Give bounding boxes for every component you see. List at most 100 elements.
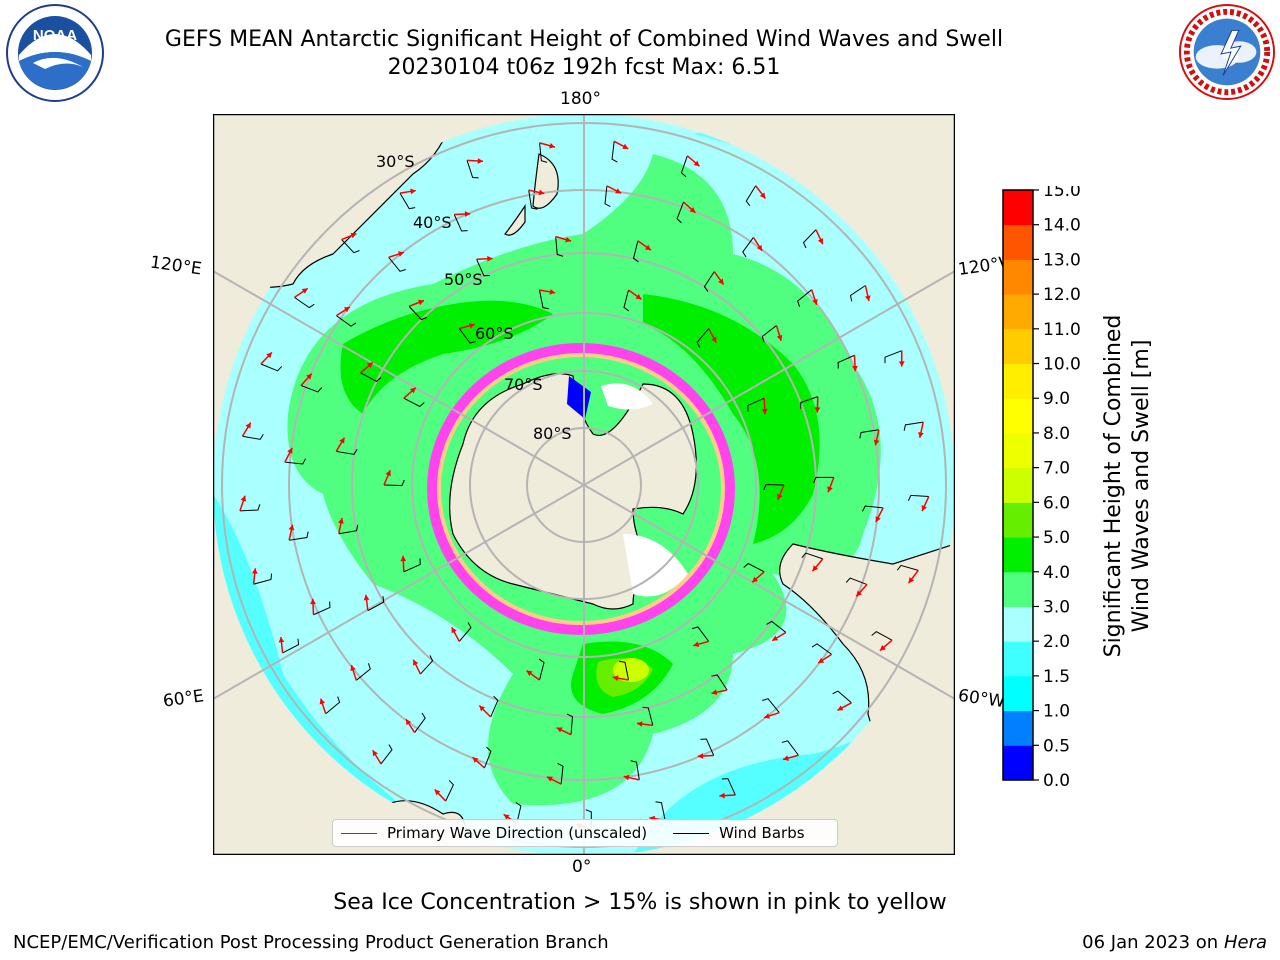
colorbar-segment bbox=[1003, 571, 1033, 607]
wind-barb bbox=[619, 660, 629, 681]
wind-barb bbox=[399, 192, 416, 210]
colorbar-tick-label: 6.0 bbox=[1043, 493, 1070, 513]
wave-direction-arrowhead bbox=[635, 293, 642, 300]
wave-direction-arrowhead bbox=[451, 627, 457, 634]
colorbar-segment bbox=[1003, 432, 1033, 469]
wind-barb bbox=[557, 763, 564, 785]
wave-direction-arrowhead bbox=[410, 188, 416, 195]
colorbar-label-line1: Significant Height of Combined bbox=[1101, 314, 1126, 658]
wave-direction-arrowhead bbox=[240, 495, 247, 502]
legend-label-wind-barbs: Wind Barbs bbox=[719, 824, 805, 842]
colorbar: 0.0 0.5 1.0 1.5 2.0 3.0 4.0 5.0 6.0 7.0 8.0 9.0 10.0… bbox=[1002, 186, 1081, 786]
wave-direction-arrowhead bbox=[413, 659, 419, 666]
wave-direction-arrowhead bbox=[477, 158, 484, 164]
wave-direction-arrowhead bbox=[266, 352, 272, 359]
wind-barb bbox=[691, 626, 710, 642]
wind-barb bbox=[903, 421, 924, 431]
lon-label-120e: 120°E bbox=[148, 252, 203, 280]
colorbar-tick-label: 0.0 bbox=[1043, 771, 1070, 786]
wind-barb bbox=[813, 476, 834, 484]
footer-host: Hera bbox=[1223, 932, 1267, 953]
wind-barb bbox=[884, 350, 902, 364]
wave-direction-arrowhead bbox=[837, 705, 844, 711]
wave-direction-arrowhead bbox=[434, 789, 441, 796]
wind-barb bbox=[907, 494, 929, 502]
lon-label-60e: 60°E bbox=[161, 686, 206, 712]
colorbar-segment bbox=[1003, 190, 1033, 226]
colorbar-segment bbox=[1003, 606, 1033, 642]
legend-label-wave-direction: Primary Wave Direction (unscaled) bbox=[387, 824, 648, 842]
wind-barb bbox=[300, 384, 323, 393]
wave-direction-arrowhead bbox=[288, 524, 295, 531]
wind-barb bbox=[289, 531, 309, 541]
wave-direction-arrowhead bbox=[777, 493, 783, 500]
wind-barb bbox=[781, 740, 799, 756]
map-legend: Primary Wave Direction (unscaled) Wind B… bbox=[332, 819, 838, 847]
wave-direction-arrowhead bbox=[898, 361, 905, 367]
wave-direction-arrowhead bbox=[418, 299, 425, 306]
colorbar-tick-label: 11.0 bbox=[1043, 320, 1081, 340]
wave-max-region bbox=[613, 658, 649, 682]
wind-barb bbox=[623, 289, 630, 312]
wave-direction-arrowhead bbox=[472, 757, 479, 763]
lon-label-180: 180° bbox=[560, 89, 601, 109]
wind-barb bbox=[408, 306, 428, 321]
wind-barb bbox=[355, 663, 371, 681]
footer-left: NCEP/EMC/Verification Post Processing Pr… bbox=[13, 932, 609, 953]
wind-barb bbox=[539, 142, 548, 163]
footer-right: 06 Jan 2023 on Hera bbox=[1082, 932, 1267, 953]
wind-barb bbox=[458, 622, 472, 642]
wave-direction-arrowhead bbox=[612, 675, 619, 681]
colorbar-segment bbox=[1003, 537, 1033, 573]
wave-direction-arrowhead bbox=[556, 727, 563, 733]
wind-barb bbox=[538, 658, 545, 681]
wave-direction-arrowhead bbox=[921, 505, 927, 512]
wave-direction-arrowhead bbox=[818, 657, 825, 664]
wind-barb bbox=[871, 631, 893, 641]
wave-direction-arrowhead bbox=[761, 408, 768, 415]
wind-barb bbox=[453, 214, 468, 232]
colorbar-segment bbox=[1003, 745, 1033, 781]
colorbar-segment bbox=[1003, 675, 1033, 712]
wind-barb bbox=[239, 504, 261, 512]
wave-direction-arrowhead bbox=[363, 594, 370, 601]
wave-direction-arrowhead bbox=[759, 192, 766, 199]
wave-direction-arrowhead bbox=[812, 299, 818, 305]
colorbar-label-line2: Wind Waves and Swell [m] bbox=[1129, 339, 1154, 633]
wind-barb bbox=[642, 706, 654, 726]
colorbar-tick-label: 5.0 bbox=[1043, 528, 1070, 548]
legend-black-line bbox=[673, 832, 710, 834]
colorbar-segment bbox=[1003, 259, 1033, 295]
wave-direction-arrowhead bbox=[772, 635, 779, 641]
wind-barb bbox=[313, 601, 331, 616]
wave-direction-arrowhead bbox=[398, 251, 404, 257]
wind-barb bbox=[742, 237, 754, 258]
wind-barb bbox=[367, 596, 385, 612]
wave-direction-arrowhead bbox=[693, 641, 700, 648]
chart-title: GEFS MEAN Antarctic Significant Height o… bbox=[164, 27, 1004, 52]
lon-label-60w: 60°W bbox=[956, 685, 1007, 713]
wind-barb bbox=[700, 738, 715, 756]
colorbar-segment bbox=[1003, 641, 1033, 677]
wave-direction-arrowhead bbox=[565, 236, 572, 243]
wave-direction-arrowhead bbox=[310, 598, 316, 605]
wind-barb bbox=[414, 712, 426, 733]
wave-direction-arrowhead bbox=[689, 207, 696, 213]
wave-direction-arrowhead bbox=[644, 244, 651, 251]
wind-barb bbox=[849, 285, 866, 302]
wave-direction-arrowhead bbox=[827, 486, 833, 493]
lat-label-70s: 70°S bbox=[504, 375, 543, 394]
wind-barb bbox=[630, 760, 640, 780]
wave-direction-arrowhead bbox=[764, 713, 770, 719]
wave-direction-arrowhead bbox=[549, 142, 555, 149]
lat-label-80s: 80°S bbox=[533, 424, 572, 443]
wind-barb bbox=[721, 778, 736, 796]
wave-direction-arrowhead bbox=[864, 295, 871, 302]
wave-direction-arrowhead bbox=[873, 439, 880, 446]
wind-barb bbox=[676, 201, 685, 224]
wind-barb bbox=[380, 744, 393, 765]
wave-direction-arrowhead bbox=[693, 160, 700, 167]
wave-direction-arrowhead bbox=[756, 244, 763, 251]
wind-barb bbox=[862, 505, 884, 512]
wind-barb bbox=[476, 259, 490, 277]
